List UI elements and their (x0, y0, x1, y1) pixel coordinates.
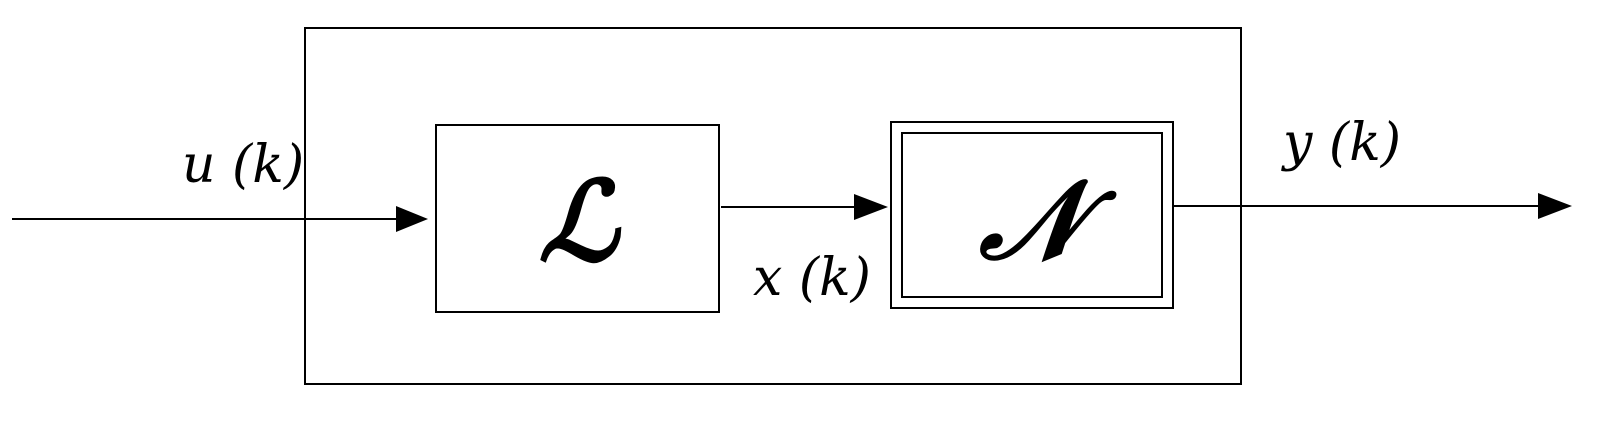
nonlinear-block-inner-border (901, 132, 1163, 298)
output-arrowhead (1538, 193, 1572, 219)
nonlinear-block-outer-border (890, 121, 1174, 309)
intermediate-arrowhead (854, 194, 888, 220)
output-signal-label: y (k) (1281, 113, 1401, 173)
input-arrowhead (396, 206, 428, 232)
nonlinear-block-symbol: 𝒩 (978, 155, 1117, 284)
input-signal-label: u (k) (182, 135, 304, 195)
linear-block-symbol: ℒ (538, 157, 621, 286)
intermediate-signal-label: x (k) (753, 248, 871, 308)
linear-block (435, 124, 720, 313)
